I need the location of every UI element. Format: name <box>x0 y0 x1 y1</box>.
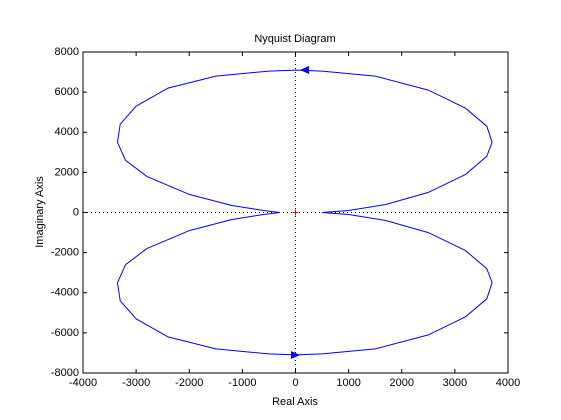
y-tick-label: 0 <box>73 206 79 218</box>
y-axis-label: Imaginary Axis <box>34 176 46 248</box>
direction-arrow <box>291 351 300 359</box>
y-tick-label: -8000 <box>51 367 79 379</box>
x-tick-label: -1000 <box>228 377 256 389</box>
y-tick-label: -4000 <box>51 287 79 299</box>
x-tick-label: 2000 <box>390 377 414 389</box>
x-tick-label: 0 <box>292 377 298 389</box>
nyquist-curve <box>116 69 493 356</box>
x-tick-label: 1000 <box>336 377 360 389</box>
x-tick-label: 3000 <box>443 377 467 389</box>
y-tick-label: 6000 <box>55 86 79 98</box>
chart-title: Nyquist Diagram <box>254 33 335 45</box>
direction-arrow <box>300 66 309 74</box>
y-tick-label: 2000 <box>55 166 79 178</box>
x-axis-label: Real Axis <box>272 396 318 408</box>
y-tick-label: 4000 <box>55 126 79 138</box>
y-tick-label: 8000 <box>55 46 79 58</box>
x-tick-label: -2000 <box>175 377 203 389</box>
x-tick-label: 4000 <box>496 377 520 389</box>
y-tick-label: -6000 <box>51 327 79 339</box>
y-tick-label: -2000 <box>51 247 79 259</box>
x-tick-label: -4000 <box>69 377 97 389</box>
x-tick-label: -3000 <box>122 377 150 389</box>
